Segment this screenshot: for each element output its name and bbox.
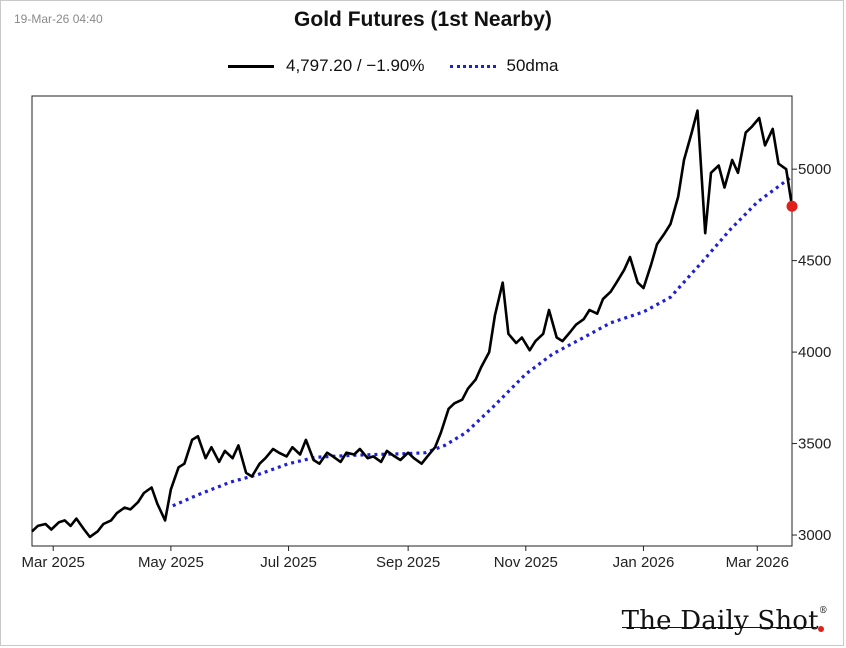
- chart-title: Gold Futures (1st Nearby): [294, 8, 552, 31]
- y-tick-label: 5000: [798, 161, 831, 178]
- y-tick-label: 4000: [798, 344, 831, 361]
- brand-dot: [818, 626, 824, 632]
- y-tick-label: 4500: [798, 253, 831, 270]
- x-tick-label: Mar 2025: [22, 554, 85, 571]
- brand-registered-mark: ®: [818, 606, 828, 616]
- x-tick-label: Mar 2026: [726, 554, 789, 571]
- brand-underline: [622, 627, 816, 628]
- legend-label-ma: 50dma: [506, 56, 559, 75]
- legend-swatch-price: [228, 64, 274, 68]
- last-value-marker: [786, 200, 798, 212]
- y-tick-label: 3500: [798, 436, 831, 453]
- series-line-50dma: [172, 175, 793, 508]
- legend-label-price: 4,797.20 / −1.90%: [286, 56, 425, 75]
- x-tick-label: Sep 2025: [376, 554, 440, 571]
- y-tick-label: 3000: [798, 527, 831, 544]
- legend-swatch-ma: [450, 64, 497, 68]
- x-tick-label: Jan 2026: [613, 554, 675, 571]
- series-line-price: [31, 109, 794, 539]
- x-tick-label: Nov 2025: [494, 554, 558, 571]
- legend: 4,797.20 / −1.90% 50dma: [228, 56, 558, 76]
- x-tick-label: Jul 2025: [260, 554, 317, 571]
- brand-logo: The Daily Shot®: [622, 606, 828, 636]
- brand-name: The Daily Shot: [621, 606, 819, 636]
- timestamp: 19-Mar-26 04:40: [14, 12, 103, 26]
- plot-area-border: [31, 95, 793, 547]
- x-tick-label: May 2025: [138, 554, 204, 571]
